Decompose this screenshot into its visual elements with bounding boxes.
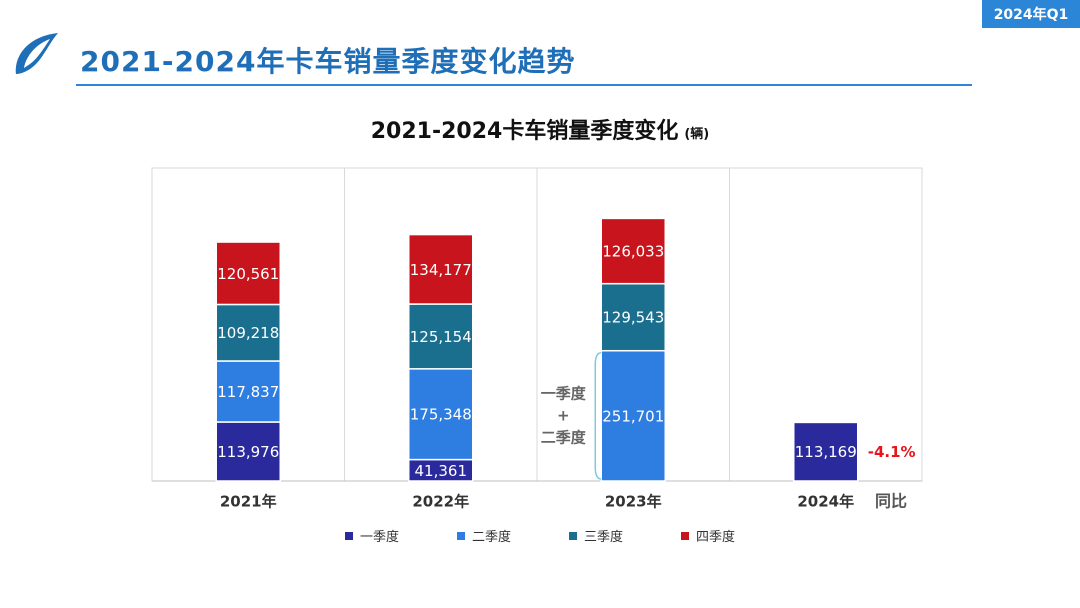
bar-label-q4: 134,177: [410, 261, 472, 279]
legend-item-q3: 三季度: [569, 526, 623, 545]
legend-label-q4: 四季度: [696, 530, 736, 545]
legend-swatch-q1: [344, 531, 353, 540]
title-divider: [76, 84, 972, 86]
bar-label-q1: 113,169: [795, 443, 857, 461]
bar-label-q2: 117,837: [217, 383, 279, 401]
legend-label-q1: 一季度: [359, 530, 399, 545]
legend-item-q4: 四季度: [681, 526, 735, 545]
bar-label-q3: 125,154: [410, 328, 472, 346]
chart-title-text: 2021-2024卡车销量季度变化: [370, 119, 679, 144]
period-tag: 2024年Q1: [982, 0, 1080, 28]
page-title: 2021-2024年卡车销量季度变化趋势: [80, 45, 576, 78]
yoy-label: 同比: [875, 492, 907, 511]
bar-label-q2: 175,348: [410, 406, 472, 424]
legend-swatch-q4: [681, 531, 690, 540]
legend-swatch-q2: [456, 531, 465, 540]
legend-item-q2: 二季度: [456, 526, 511, 545]
bar-label-q4: 126,033: [602, 243, 664, 261]
chart-title: 2021-2024卡车销量季度变化 (辆): [0, 113, 1080, 145]
x-tick-label: 2023年: [605, 493, 662, 511]
bar-label-q1: 41,361: [415, 462, 468, 480]
legend-item-q1: 一季度: [344, 526, 399, 545]
bar-q1: [793, 421, 859, 482]
bar-q4: [408, 233, 474, 305]
bar-q3: [215, 303, 281, 362]
bar-label-q4: 120,561: [217, 265, 279, 283]
chart-legend: 一季度 二季度 三季度 四季度: [0, 526, 1080, 545]
h1-bracket: [594, 351, 602, 480]
legend-label-q2: 二季度: [471, 530, 511, 545]
bar-q3: [408, 303, 474, 370]
x-tick-label: 2021年: [220, 493, 277, 511]
bar-q3: [600, 282, 666, 352]
bar-q1: [215, 421, 281, 482]
bar-q4: [600, 217, 666, 285]
yoy-value: -4.1%: [868, 443, 916, 461]
chart-unit: (辆): [684, 127, 710, 142]
bar-label-q2: 251,701: [602, 407, 664, 425]
bar-q2: [215, 360, 281, 423]
h1-note-line1: 一季度: [541, 384, 587, 402]
h1-note-plus: +: [557, 406, 570, 424]
x-tick-label: 2022年: [412, 493, 469, 511]
bar-q2: [600, 349, 666, 482]
bar-label-q3: 129,543: [602, 309, 664, 327]
bar-label-q1: 113,976: [217, 443, 279, 461]
legend-swatch-q3: [569, 531, 577, 540]
x-tick-label: 2024年: [797, 493, 854, 511]
h1-note-line2: 二季度: [541, 428, 587, 446]
legend-label-q3: 三季度: [584, 530, 624, 545]
bar-q2: [408, 368, 474, 461]
logo-icon: [15, 33, 58, 74]
bar-label-q3: 109,218: [217, 324, 279, 342]
bar-q4: [215, 241, 281, 306]
